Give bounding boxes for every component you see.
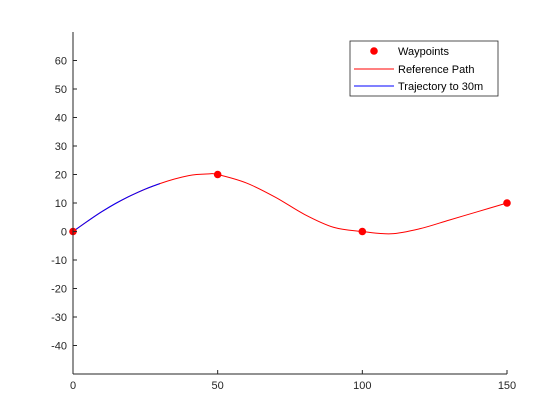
y-tick-label: 20 [55, 170, 67, 182]
x-tick-label: 0 [70, 380, 76, 392]
y-tick-label: -10 [51, 255, 67, 267]
y-tick-label: 50 [55, 84, 67, 96]
waypoint-marker [358, 227, 367, 236]
legend-label-trajectory: Trajectory to 30m [398, 81, 483, 93]
legend-label-waypoints: Waypoints [398, 46, 449, 58]
y-tick-label: 10 [55, 198, 67, 210]
legend: Waypoints Reference Path Trajectory to 3… [349, 40, 499, 97]
legend-marker-waypoints [370, 47, 378, 55]
y-tick-label: 30 [55, 141, 67, 153]
y-tick-label: -30 [51, 312, 67, 324]
x-tick-label: 150 [498, 380, 516, 392]
waypoint-marker [213, 170, 222, 179]
series-line-trajectory-to-30m [72, 183, 160, 232]
y-tick-label: -20 [51, 284, 67, 296]
y-tick-label: 40 [55, 113, 67, 125]
x-tick-label: 100 [353, 380, 371, 392]
x-tick-label: 50 [212, 380, 224, 392]
waypoint-marker [503, 199, 511, 207]
ticks-layer: 0 50 100 150 -40 -30 -20 -10 0 10 20 30 40 50 60 [51, 56, 516, 393]
y-tick-label: 60 [55, 56, 67, 68]
y-tick-label: -40 [51, 341, 67, 353]
legend-label-reference-path: Reference Path [398, 64, 474, 76]
y-tick-label: 0 [61, 227, 67, 239]
